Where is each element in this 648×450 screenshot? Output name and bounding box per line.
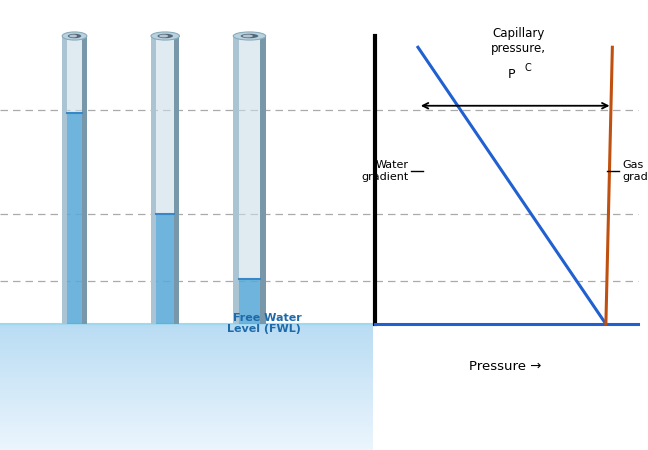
Bar xyxy=(0,324,373,326)
Bar xyxy=(0,431,373,433)
Ellipse shape xyxy=(69,35,77,37)
Bar xyxy=(174,36,179,324)
Bar xyxy=(0,330,373,333)
Text: Pressure →: Pressure → xyxy=(469,360,542,373)
Text: Gas
gradient: Gas gradient xyxy=(622,160,648,182)
Bar xyxy=(0,370,373,372)
Bar xyxy=(260,36,266,324)
Bar xyxy=(82,36,87,324)
Bar xyxy=(0,416,373,418)
Bar xyxy=(0,343,373,345)
Ellipse shape xyxy=(159,35,168,37)
Bar xyxy=(0,402,373,404)
Bar xyxy=(156,214,174,324)
Ellipse shape xyxy=(242,35,253,37)
Bar xyxy=(0,429,373,431)
Ellipse shape xyxy=(240,34,259,38)
Bar xyxy=(151,36,156,324)
Bar xyxy=(0,435,373,437)
Bar xyxy=(0,362,373,364)
Bar xyxy=(0,334,373,337)
Bar xyxy=(0,381,373,383)
Text: Capillary
pressure,: Capillary pressure, xyxy=(491,27,546,55)
Bar xyxy=(0,333,373,334)
Bar xyxy=(0,437,373,440)
Bar xyxy=(0,406,373,408)
Ellipse shape xyxy=(157,34,173,38)
Ellipse shape xyxy=(68,34,81,38)
Bar xyxy=(0,393,373,396)
Bar xyxy=(0,383,373,385)
Bar xyxy=(0,326,373,328)
Bar xyxy=(0,360,373,362)
Bar xyxy=(0,387,373,389)
Text: Free Water
Level (FWL): Free Water Level (FWL) xyxy=(227,313,301,334)
Bar xyxy=(0,339,373,341)
Bar xyxy=(0,391,373,393)
Bar xyxy=(62,36,67,324)
Bar xyxy=(0,446,373,448)
Bar xyxy=(0,414,373,416)
Ellipse shape xyxy=(233,32,266,40)
Bar xyxy=(0,396,373,397)
Bar xyxy=(0,418,373,421)
Bar xyxy=(0,427,373,429)
Bar xyxy=(0,400,373,402)
Bar xyxy=(0,433,373,435)
Bar xyxy=(239,36,260,279)
Bar xyxy=(0,448,373,450)
Bar xyxy=(67,112,82,324)
Bar xyxy=(0,328,373,330)
Bar xyxy=(0,345,373,347)
Bar xyxy=(0,351,373,353)
Bar xyxy=(0,385,373,387)
Bar xyxy=(0,423,373,425)
Bar xyxy=(0,368,373,370)
Bar xyxy=(0,353,373,356)
Ellipse shape xyxy=(151,32,179,40)
Bar xyxy=(0,397,373,400)
Text: Water
gradient: Water gradient xyxy=(361,160,408,182)
Bar xyxy=(0,366,373,368)
Bar xyxy=(0,347,373,349)
Bar xyxy=(0,377,373,378)
Bar xyxy=(0,440,373,441)
Bar xyxy=(0,364,373,366)
Bar xyxy=(233,36,239,324)
Bar xyxy=(0,404,373,406)
Bar xyxy=(0,349,373,351)
Bar xyxy=(0,389,373,391)
Bar xyxy=(0,421,373,423)
Bar xyxy=(0,358,373,360)
Bar xyxy=(0,356,373,358)
Bar xyxy=(0,410,373,412)
Bar xyxy=(239,279,260,324)
Bar xyxy=(0,425,373,427)
Bar xyxy=(0,337,373,339)
Bar xyxy=(0,378,373,381)
Text: P: P xyxy=(507,68,515,81)
Bar xyxy=(0,341,373,343)
Bar xyxy=(67,36,82,112)
Bar xyxy=(156,36,174,214)
Ellipse shape xyxy=(62,32,87,40)
Bar xyxy=(0,441,373,444)
Bar xyxy=(0,374,373,377)
Bar xyxy=(0,408,373,410)
Text: C: C xyxy=(525,63,531,73)
Bar xyxy=(0,412,373,414)
Bar xyxy=(0,444,373,446)
Bar xyxy=(0,372,373,374)
